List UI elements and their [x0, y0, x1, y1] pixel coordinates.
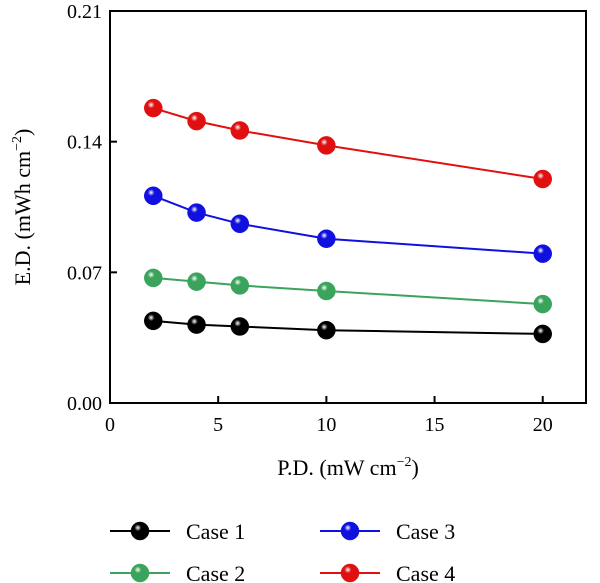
data-point-case-1 [230, 317, 250, 336]
y-tick-label: 0.14 [67, 132, 102, 154]
data-point-case-3 [230, 214, 250, 234]
legend-label: Case 1 [186, 519, 245, 544]
series-case-4 [144, 98, 552, 189]
data-point-case-2 [187, 272, 206, 291]
x-tick-label: 20 [533, 414, 553, 436]
data-point-case-2 [230, 276, 250, 295]
series-case-2 [144, 268, 552, 314]
legend-label: Case 2 [186, 561, 245, 583]
data-point-case-1 [144, 311, 163, 331]
legend-item-case-3: Case 3 [320, 519, 455, 544]
x-axis-title: P.D. (mW cm−2) [277, 455, 419, 480]
legend-item-case-2: Case 2 [110, 561, 245, 583]
data-point-case-2 [317, 281, 336, 301]
series-case-1 [144, 311, 552, 344]
x-tick-label: 15 [425, 414, 445, 436]
data-point-case-4 [187, 111, 206, 131]
series-layer [144, 98, 552, 344]
legend-label: Case 4 [396, 561, 455, 583]
data-point-case-3 [144, 186, 163, 206]
data-point-case-4 [317, 136, 336, 155]
legend-marker [130, 521, 150, 541]
y-tick-label: 0.07 [67, 262, 102, 284]
series-line-case-2 [153, 276, 543, 306]
x-tick-label: 5 [213, 414, 223, 436]
legend-marker [340, 521, 360, 541]
data-point-case-3 [187, 203, 206, 222]
data-point-case-2 [533, 294, 552, 314]
data-point-case-3 [533, 244, 552, 263]
data-point-case-2 [144, 268, 163, 288]
series-line-case-1 [153, 319, 543, 335]
series-case-3 [144, 186, 552, 263]
data-point-case-3 [317, 229, 336, 248]
data-point-case-1 [187, 315, 206, 334]
x-tick-label: 10 [316, 414, 336, 436]
legend-label: Case 3 [396, 519, 455, 544]
legend-marker [340, 563, 360, 583]
legend-item-case-1: Case 1 [110, 519, 245, 544]
legend: Case 1 Case 2 Case 3 Case 4 [110, 519, 455, 583]
data-point-case-1 [317, 320, 336, 340]
data-point-case-4 [533, 169, 552, 189]
data-point-case-4 [144, 98, 163, 118]
x-tick-label: 0 [105, 414, 115, 436]
series-line-case-3 [152, 194, 543, 255]
y-axis-title: E.D. (mWh cm−2) [10, 129, 35, 286]
y-tick-label: 0.21 [67, 1, 102, 23]
legend-item-case-4: Case 4 [320, 561, 455, 583]
axis-ticks: 0 5 10 15 20 0.00 0.07 0.14 0.21 [67, 1, 553, 436]
plot-frame [109, 10, 587, 404]
y-tick-label: 0.00 [67, 393, 102, 415]
legend-marker [130, 563, 150, 583]
series-line-case-4 [152, 107, 543, 180]
data-point-case-4 [230, 121, 250, 140]
data-point-case-1 [533, 324, 552, 344]
